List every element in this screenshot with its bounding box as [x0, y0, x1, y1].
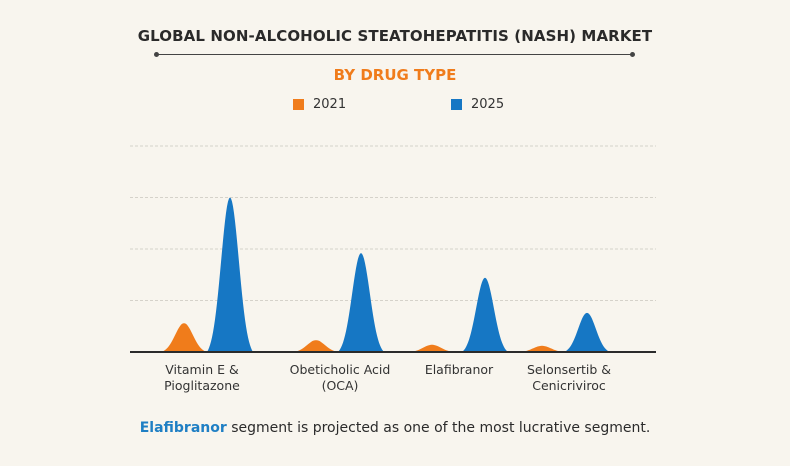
peak-2025-3: [564, 312, 610, 352]
peak-2025-0: [207, 197, 253, 352]
peak-2025-1: [338, 253, 384, 352]
peak-2021-3: [519, 345, 565, 352]
x-tick-label: Elafibranor: [424, 362, 494, 377]
title-divider: [156, 54, 632, 55]
x-tick-label: Vitamin E & Pioglitazone: [164, 362, 240, 393]
legend-item-2021: 2021: [293, 97, 346, 112]
legend-swatch-2025: [451, 99, 462, 110]
legend-swatch-2021: [293, 99, 304, 110]
chart-subtitle: BY DRUG TYPE: [333, 66, 457, 84]
peak-2021-2: [409, 344, 455, 352]
legend-label-2021: 2021: [313, 97, 347, 112]
footer-highlight: Elafibranor: [139, 420, 227, 436]
chart-title: GLOBAL NON-ALCOHOLIC STEATOHEPATITIS (NA…: [137, 27, 653, 45]
peak-2025-2: [462, 277, 508, 352]
footer-text: segment is projected as one of the most …: [226, 420, 651, 436]
peak-2021-0: [161, 323, 207, 352]
legend-item-2025: 2025: [451, 97, 504, 112]
x-tick-label: Selonsertib & Cenicriviroc: [526, 362, 612, 393]
rule-dot-right: [630, 52, 635, 57]
footer-note: Elafibranor segment is projected as one …: [0, 420, 790, 436]
peak-2021-1: [293, 340, 339, 352]
x-tick-label: Obeticholic Acid (OCA): [289, 362, 391, 393]
legend-label-2025: 2025: [471, 97, 505, 112]
